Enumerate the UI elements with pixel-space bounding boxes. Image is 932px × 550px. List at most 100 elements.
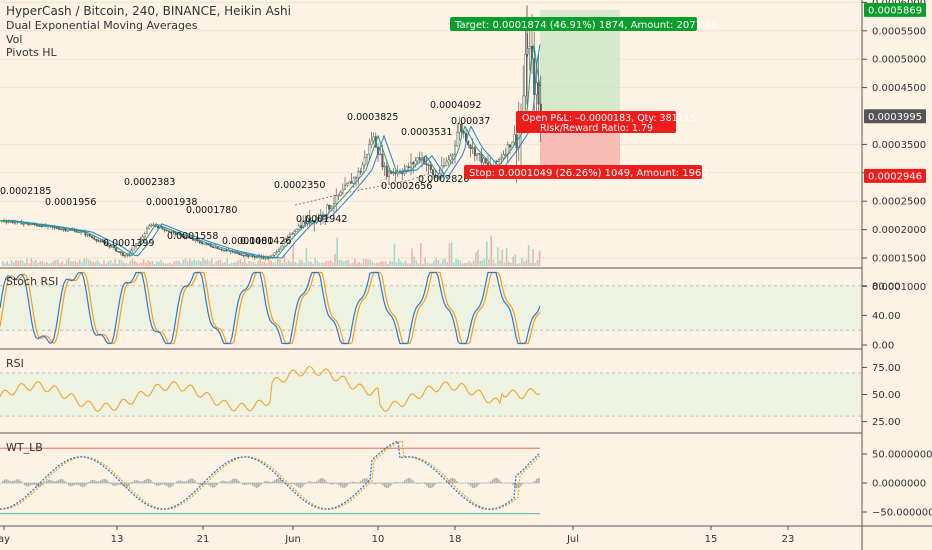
candle-body	[244, 254, 247, 256]
wt-histogram-bar	[370, 482, 372, 483]
volume-bar	[6, 261, 8, 266]
wt-histogram-bar	[274, 479, 276, 483]
stoch-rsi-pane[interactable]: 80.00 40.00 0.00	[0, 271, 901, 352]
wt-histogram-bar	[396, 481, 398, 483]
volume-bar	[118, 259, 121, 266]
candle-body	[528, 46, 531, 49]
stoch-axis-label: 0.00	[872, 341, 894, 352]
candle-body	[513, 134, 516, 143]
wt-histogram-bar	[428, 483, 430, 488]
time-axis-label: 21	[197, 534, 210, 545]
time-axis-label: 18	[449, 534, 462, 545]
wt-histogram-bar	[316, 481, 318, 483]
wt-histogram-bar	[182, 481, 184, 483]
volume-bar	[310, 261, 312, 266]
volume-bar	[83, 258, 85, 266]
candle-body	[289, 234, 292, 237]
time-axis[interactable]: ay 13 21 Jun 10 18 Jul 15 23	[0, 526, 794, 545]
wt-histogram-bar	[54, 481, 56, 483]
wt-histogram-bar	[84, 483, 86, 487]
wt-histogram-bar	[160, 483, 162, 485]
candle-body	[227, 250, 230, 252]
volume-bar	[54, 260, 57, 266]
candle-body	[498, 158, 501, 162]
wt-histogram-bar	[72, 483, 74, 486]
stop-label-box[interactable]	[464, 165, 702, 179]
wt-histogram-bar	[30, 483, 32, 486]
price-tag	[864, 168, 926, 183]
candle-body	[500, 157, 503, 160]
volume-bar	[107, 261, 110, 266]
target-label-box[interactable]	[450, 17, 697, 31]
volume-bar	[63, 263, 66, 266]
wt-histogram-bar	[252, 483, 254, 486]
candle-body	[385, 165, 388, 177]
rsi-pane[interactable]: 75.00 50.00 25.00	[0, 363, 901, 428]
volume-bar	[334, 254, 336, 266]
volume-bar	[503, 262, 506, 266]
wt-histogram-bar	[294, 483, 296, 485]
volume-bar	[519, 263, 521, 266]
wt-histogram-bar	[536, 478, 538, 483]
volume-bar	[24, 262, 26, 266]
price-axis-label: 0.0005500	[872, 26, 926, 37]
candle-body	[183, 236, 186, 238]
wt-histogram-bar	[246, 483, 248, 485]
volume-bar	[398, 258, 400, 266]
candle-body	[203, 243, 206, 245]
wt2-line	[0, 440, 541, 510]
candle-body	[286, 236, 289, 240]
wt-histogram-bar	[78, 483, 80, 486]
candle-body	[176, 233, 179, 235]
volume-bar	[233, 262, 235, 266]
position-labels[interactable]: Target: 0.0001874 (46.91%) 1874, Amount:…	[450, 17, 718, 179]
volume-bar	[32, 261, 35, 266]
wt-lb-pane[interactable]: 50.0000000 0.0000000 −50.0000000	[0, 440, 932, 519]
pivot-label: 0.0002383	[124, 177, 175, 188]
volume-bar	[376, 262, 378, 266]
position-zones[interactable]	[540, 9, 620, 176]
volume-bar	[114, 258, 116, 266]
wt-histogram-bar	[178, 480, 180, 483]
candle-body	[123, 255, 126, 257]
wt-histogram-bar	[194, 480, 196, 483]
volume-bar	[329, 260, 332, 266]
candle-body	[295, 229, 298, 232]
wt-histogram-bar	[236, 478, 238, 483]
volume-bar	[316, 260, 319, 266]
volume-bar	[402, 262, 404, 266]
volume-bar	[167, 263, 169, 266]
wt-histogram-bar	[328, 483, 330, 484]
wt-histogram-bar	[174, 483, 176, 484]
candle-body	[95, 239, 98, 241]
candle-body	[233, 252, 236, 254]
candle-body	[467, 141, 470, 146]
wt-histogram-bar	[60, 478, 62, 483]
candle-body	[449, 155, 452, 161]
volume-bar	[538, 250, 541, 266]
time-axis-label: ay	[0, 534, 10, 545]
volume-bar	[259, 258, 261, 266]
volume-bar	[530, 262, 532, 266]
volume-bar	[171, 263, 173, 266]
volume-bar	[213, 263, 215, 266]
volume-bar	[426, 262, 429, 266]
volume-bar	[4, 263, 6, 266]
wt-histogram-bar	[296, 483, 298, 487]
price-axis[interactable]: 0.00065000.00060000.00055000.00050000.00…	[862, 0, 926, 293]
wt-histogram-bar	[440, 482, 442, 483]
wt-histogram-bar	[242, 483, 244, 485]
volume-bar	[52, 261, 55, 266]
candle-body	[418, 157, 421, 160]
volume-bar	[422, 263, 424, 266]
volume-bar	[244, 258, 246, 266]
volume-bar	[292, 244, 294, 266]
wt-histogram-bar	[496, 478, 498, 483]
volume-bar	[57, 259, 59, 266]
open-pl-box[interactable]	[516, 111, 676, 133]
price-axis-label: 0.0005000	[872, 55, 926, 66]
price-axis-label: 0.0002000	[872, 225, 926, 236]
